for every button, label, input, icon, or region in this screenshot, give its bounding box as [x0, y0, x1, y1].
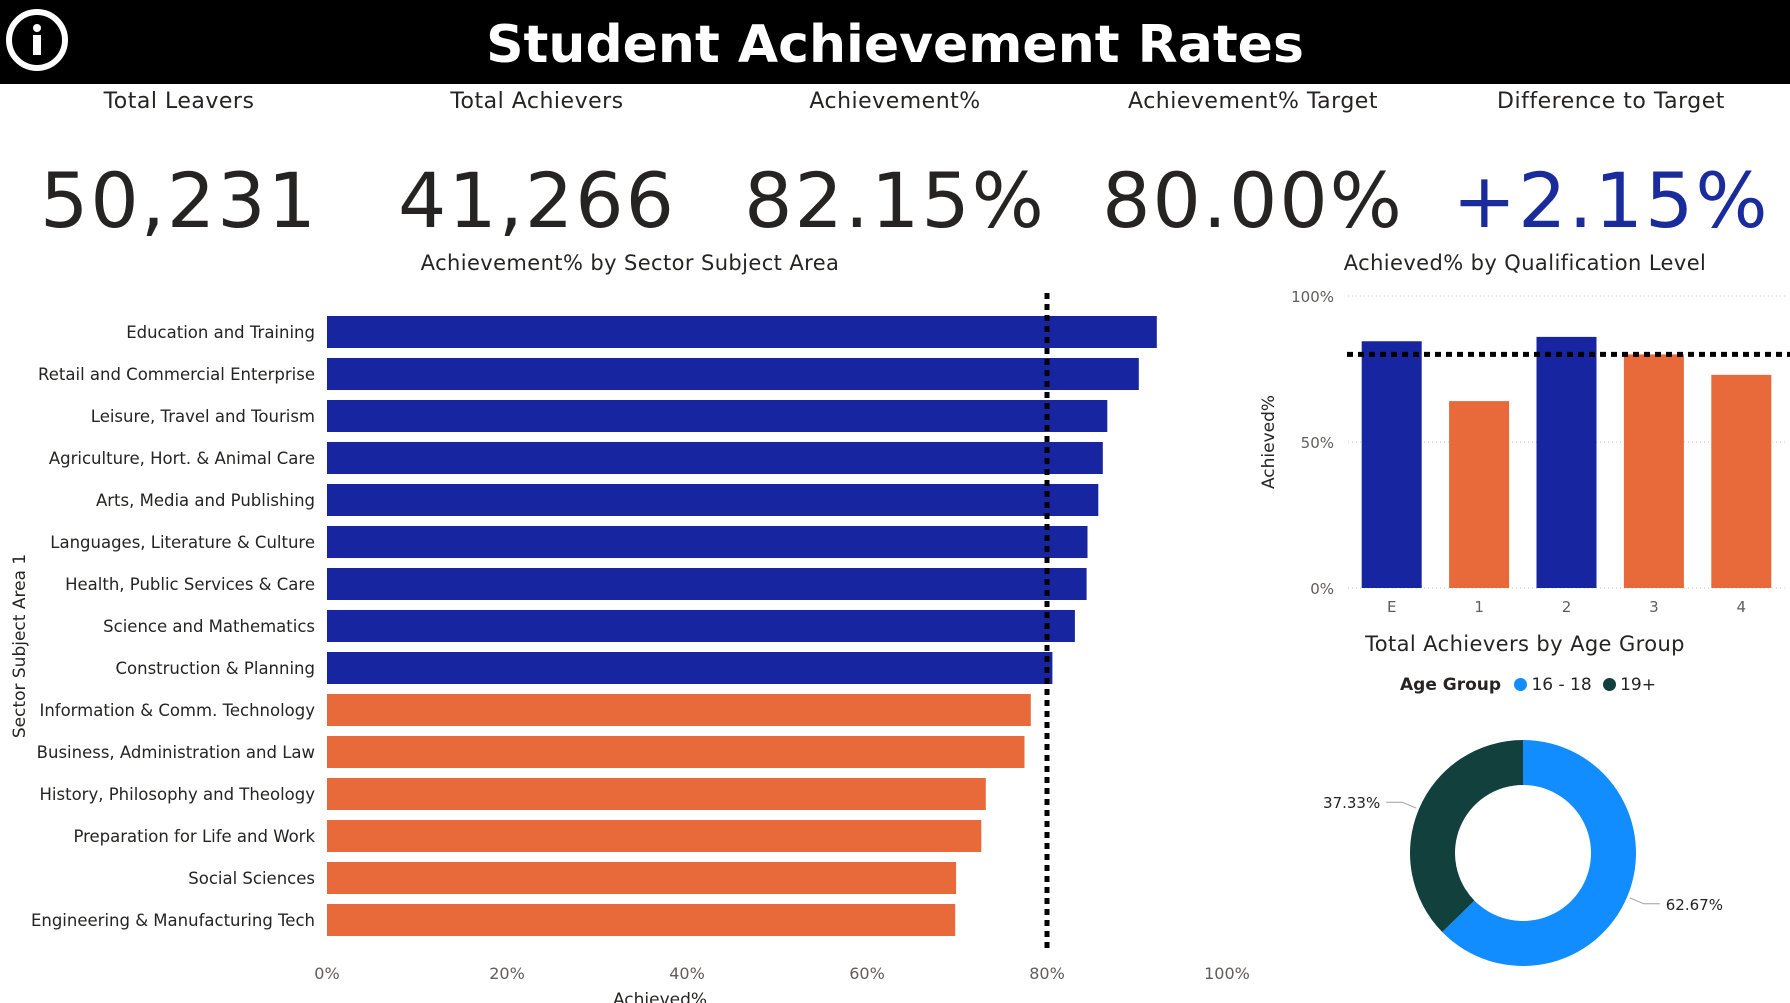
category-label: Construction & Planning	[116, 659, 316, 678]
bar	[327, 442, 1103, 474]
age-legend: Age Group 16 - 18 19+	[1400, 672, 1662, 698]
data-label: 37.33%	[1323, 794, 1380, 812]
category-label: Engineering & Manufacturing Tech	[31, 911, 315, 930]
category-label: 2	[1562, 598, 1572, 616]
category-label: Leisure, Travel and Tourism	[91, 407, 315, 426]
bar	[327, 820, 982, 852]
kpi-value: 82.15%	[744, 156, 1046, 245]
kpi-value: 41,266	[398, 156, 676, 245]
legend-item-19-plus[interactable]: 19+	[1603, 675, 1656, 695]
category-label: 4	[1737, 598, 1747, 616]
category-label: Arts, Media and Publishing	[96, 491, 315, 510]
bar	[327, 358, 1139, 390]
legend-title: Age Group	[1400, 675, 1502, 695]
bar	[1361, 341, 1422, 588]
category-label: History, Philosophy and Theology	[40, 785, 316, 804]
tick-label: 100%	[1204, 964, 1250, 983]
legend-item-16-18[interactable]: 16 - 18	[1514, 675, 1592, 695]
bar	[327, 778, 986, 810]
level-chart-title: Achieved% by Qualification Level	[1343, 251, 1707, 275]
leader-line	[1386, 801, 1417, 809]
category-label: 1	[1474, 598, 1484, 616]
kpi-value: 50,231	[40, 156, 318, 245]
tick-label: 0%	[314, 964, 339, 983]
bar	[327, 526, 1088, 558]
category-label: Social Sciences	[188, 869, 315, 888]
bar	[327, 484, 1099, 516]
kpi-label: Total Leavers	[103, 89, 255, 114]
kpi-difference-to-target: Difference to Target +2.15%	[1432, 84, 1790, 246]
category-label: Health, Public Services & Care	[65, 575, 315, 594]
kpi-total-leavers: Total Leavers 50,231	[0, 84, 358, 246]
kpi-label: Achievement% Target	[1128, 89, 1378, 114]
bar	[327, 904, 956, 936]
tick-label: 80%	[1029, 964, 1065, 983]
kpi-label: Difference to Target	[1497, 89, 1725, 114]
donut-slice	[1442, 740, 1636, 966]
bar	[1536, 336, 1597, 588]
category-label: Retail and Commercial Enterprise	[38, 365, 315, 384]
kpi-total-achievers: Total Achievers 41,266	[358, 84, 716, 246]
bar	[327, 736, 1025, 768]
category-label: Languages, Literature & Culture	[50, 533, 315, 552]
bar	[1711, 374, 1772, 588]
category-label: Preparation for Life and Work	[73, 827, 315, 846]
bar	[327, 316, 1157, 348]
tick-label: 0%	[1310, 580, 1334, 598]
kpi-achievement-percent: Achievement% 82.15%	[716, 84, 1074, 246]
bar	[327, 568, 1087, 600]
info-icon[interactable]	[6, 9, 68, 71]
tick-label: 60%	[849, 964, 885, 983]
level-chart: 0% 50% 100% E 1 2 3 4 Achieved%	[1259, 288, 1790, 616]
kpi-label: Total Achievers	[450, 89, 624, 114]
sector-chart: Education and Training Retail and Commerc…	[10, 293, 1250, 1003]
x-axis-title: Achieved%	[613, 990, 707, 1003]
legend-label: 16 - 18	[1531, 675, 1592, 695]
legend-dot	[1514, 678, 1528, 691]
category-label: Agriculture, Hort. & Animal Care	[49, 449, 315, 468]
category-label: Business, Administration and Law	[37, 743, 315, 762]
bar	[327, 694, 1031, 726]
y-axis-title: Achieved%	[1259, 395, 1279, 489]
category-label: Science and Mathematics	[103, 617, 315, 636]
donut-slice	[1410, 740, 1523, 933]
kpi-label: Achievement%	[809, 89, 981, 114]
legend-dot	[1603, 678, 1617, 691]
category-label: 3	[1649, 598, 1659, 616]
y-axis-title: Sector Subject Area 1	[10, 554, 30, 738]
tick-label: 40%	[669, 964, 705, 983]
bar	[327, 610, 1075, 642]
kpi-value: +2.15%	[1452, 156, 1770, 245]
sector-chart-title: Achievement% by Sector Subject Area	[420, 251, 840, 275]
bar	[327, 862, 957, 894]
category-label: Education and Training	[126, 323, 315, 342]
category-label: E	[1387, 598, 1396, 616]
leader-line	[1629, 897, 1660, 905]
header-bar: Student Achievement Rates	[0, 0, 1790, 84]
kpi-value: 80.00%	[1102, 156, 1404, 245]
page-title: Student Achievement Rates	[486, 15, 1304, 75]
tick-label: 20%	[489, 964, 525, 983]
data-label: 62.67%	[1666, 896, 1723, 914]
bar	[1623, 354, 1684, 588]
bar	[1449, 401, 1510, 588]
bar	[327, 400, 1108, 432]
tick-label: 100%	[1291, 288, 1334, 306]
kpi-achievement-target: Achievement% Target 80.00%	[1074, 84, 1432, 246]
age-chart: 62.67% 37.33%	[1323, 740, 1723, 966]
tick-label: 50%	[1301, 434, 1334, 452]
category-label: Information & Comm. Technology	[39, 701, 315, 720]
bar	[327, 652, 1053, 684]
legend-label: 19+	[1620, 675, 1656, 695]
age-chart-title: Total Achievers by Age Group	[1365, 632, 1685, 656]
